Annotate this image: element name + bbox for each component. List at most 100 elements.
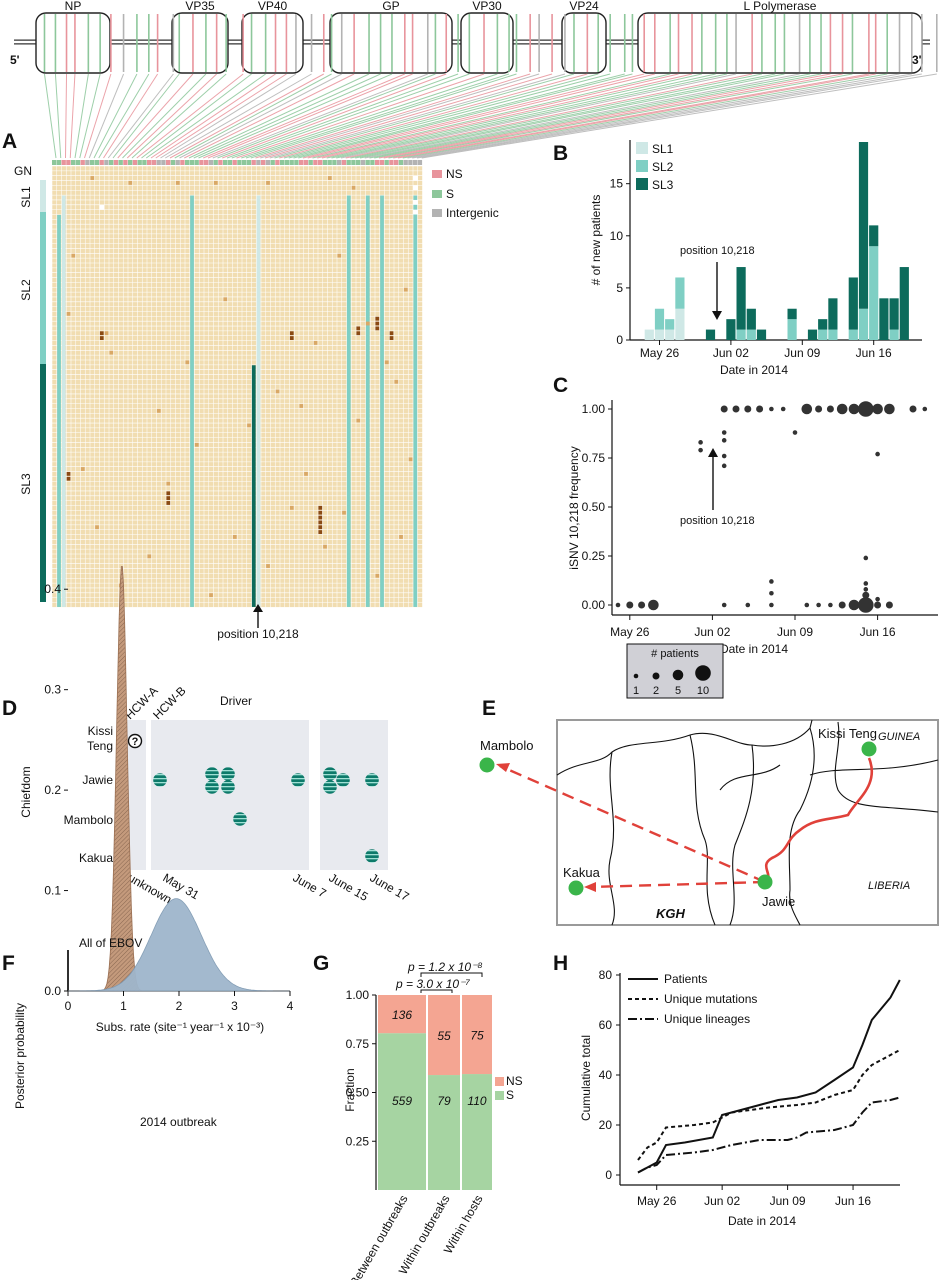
e-site-mambolo: [479, 757, 495, 773]
b-bar-sl3: [848, 277, 858, 330]
heatmap-dark-cell: [375, 326, 380, 331]
heatmap-minor-cell: [356, 418, 361, 423]
heatmap-minor-cell: [266, 180, 270, 185]
d-date-june7: June 7: [291, 870, 329, 900]
genome-link-line: [217, 73, 436, 159]
genome-link-line: [43, 73, 57, 159]
heatmap-type-cell: [408, 160, 413, 165]
c-point: [698, 447, 703, 453]
heatmap-minor-cell: [323, 544, 327, 549]
heatmap-type-cell: [147, 160, 152, 165]
heatmap-type-cell: [261, 160, 266, 165]
g-legend-s: S: [506, 1088, 514, 1102]
b-bar-sl2: [848, 329, 858, 340]
panel-b: B 0 5 10 15 May 26 Jun 02 Jun 09 Jun 16 # of ne…: [553, 140, 922, 377]
b-bar-sl1: [644, 329, 654, 340]
heatmap-dark-cell: [389, 331, 394, 336]
heatmap-minor-cell: [90, 176, 95, 180]
b-legend-sl2: SL2: [652, 160, 674, 174]
g-value-s: 559: [392, 1094, 412, 1108]
genome-link-line: [212, 73, 428, 159]
f-y-tick-label: 0.4: [44, 582, 61, 596]
heatmap-type-cell: [270, 160, 275, 165]
three-prime-label: 3': [912, 53, 922, 67]
heatmap-minor-cell: [365, 321, 370, 326]
genome-link-line: [274, 73, 575, 159]
g-y-tick-label: 0.75: [346, 1037, 370, 1051]
c-size-legend-dot-5: [672, 669, 684, 681]
panel-b-label: B: [553, 142, 568, 165]
genome-link-line: [236, 73, 485, 159]
f-y-axis-label: Posterior probability: [13, 1003, 27, 1109]
c-size-legend-dot-2: [652, 672, 660, 680]
c-point: [720, 405, 728, 413]
genome-link-line: [364, 73, 800, 159]
heatmap-type-cell: [75, 160, 81, 165]
b-legend-sl1: SL1: [652, 142, 674, 156]
b-bar-sl3: [705, 329, 716, 340]
heatmap-minor-cell: [327, 176, 332, 180]
heatmap-fixed-column: [346, 195, 351, 607]
heatmap-type-cell: [113, 160, 119, 165]
heatmap-dark-cell: [318, 515, 323, 520]
h-legend-mutations: Unique mutations: [664, 992, 757, 1006]
c-size-legend-val-1: 1: [633, 685, 639, 697]
heatmap-type-cell: [417, 160, 423, 165]
heatmap-type-cell: [341, 160, 347, 165]
genome-link-line: [193, 73, 381, 159]
c-y-tick-label: 0.25: [582, 549, 606, 563]
b-bar-sl3: [858, 142, 869, 309]
h-y-tick-label: 40: [599, 1068, 613, 1082]
genome-link-line: [355, 73, 776, 159]
g-value-ns: 55: [437, 1029, 451, 1043]
g-legend-s-swatch: [495, 1091, 504, 1100]
f-y-tick-label: 0.3: [44, 683, 61, 697]
d-y-axis-label: Chiefdom: [19, 766, 33, 817]
genome-link-line: [326, 73, 702, 159]
gene-box: [561, 12, 607, 74]
heatmap-type-cell: [170, 160, 176, 165]
b-bar-sl3: [818, 319, 828, 330]
heatmap-type-cell: [289, 160, 294, 165]
genome-link-line: [145, 73, 266, 159]
d-patient-dot: [365, 773, 379, 787]
heatmap-type-cell: [365, 160, 370, 165]
row-label-gn: GN: [14, 164, 32, 178]
heatmap-minor-cell: [304, 471, 308, 476]
heatmap-type-cell: [208, 160, 214, 165]
gene-box: [171, 12, 229, 74]
h-line-1: [637, 1049, 901, 1161]
c-x-tick-label: Jun 09: [777, 625, 813, 639]
gene-label: L Polymerase: [744, 0, 817, 13]
heatmap-type-cell: [189, 160, 195, 165]
heatmap-type-cell: [303, 160, 309, 165]
g-y-axis-label: Fraction: [343, 1068, 357, 1111]
heatmap-minor-cell: [194, 442, 199, 447]
heatmap-type-cell: [204, 160, 209, 165]
panel-d: D Chiefdom Kissi Teng Jawie Mambolo Kaku…: [2, 684, 412, 907]
c-point: [732, 405, 740, 413]
heatmap-dark-cell: [375, 316, 380, 321]
b-bar-sl3: [869, 225, 879, 247]
heatmap-minor-cell: [313, 341, 318, 345]
genome-link-line: [93, 73, 138, 159]
c-point: [874, 601, 882, 609]
gene-box: [241, 12, 304, 74]
e-route-kissi-jawie: [764, 757, 874, 884]
e-label-guinea: GUINEA: [878, 731, 920, 743]
g-y-tick-label: 1.00: [346, 988, 370, 1002]
b-y-tick-label: 0: [616, 333, 623, 347]
genome-link-line: [245, 73, 510, 159]
heatmap-dark-cell: [289, 336, 294, 340]
genome-link-line: [407, 73, 900, 159]
c-point: [615, 602, 621, 608]
gene-box: [329, 12, 453, 74]
c-point: [838, 601, 846, 609]
legend-intergenic-swatch: [432, 209, 442, 217]
g-value-ns: 75: [470, 1029, 484, 1043]
b-bar-sl3: [746, 308, 756, 330]
d-patient-dot: [205, 767, 219, 781]
heatmap-type-cell: [223, 160, 228, 165]
c-point: [815, 405, 823, 413]
gene-label: GP: [382, 0, 399, 13]
